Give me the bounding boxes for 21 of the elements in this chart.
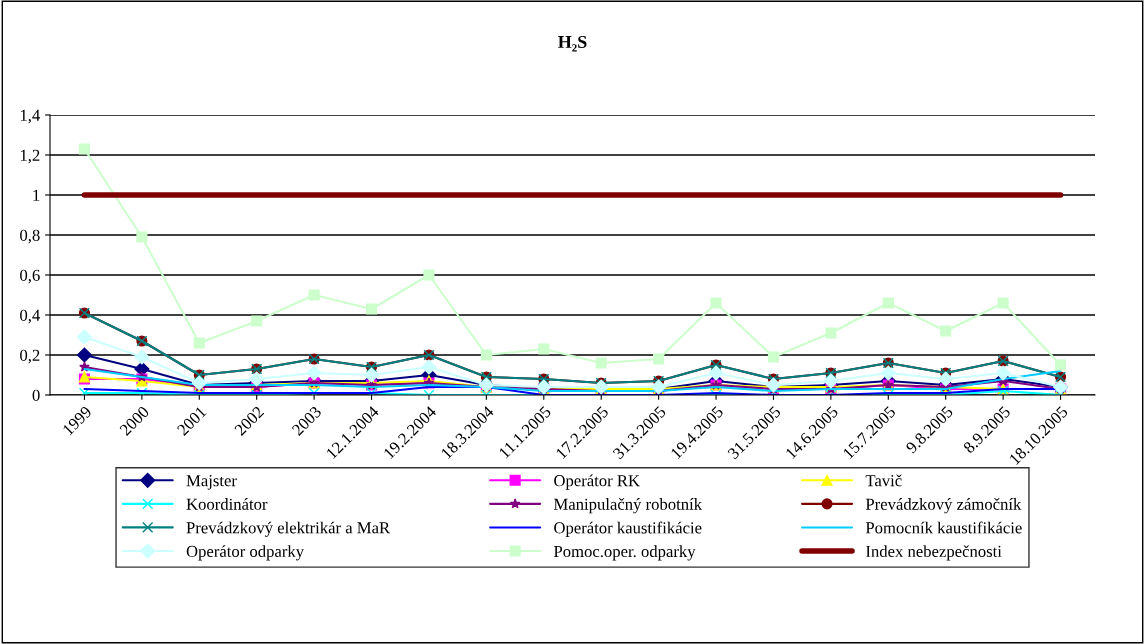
chart-title: H₂S: [558, 35, 587, 52]
legend-label: Operátor kaustifikácie: [554, 521, 702, 537]
legend-label: Majster: [186, 475, 237, 490]
legend-label: Pomocník kaustifikácie: [865, 521, 1022, 534]
legend-label: Prevádzkový zámočník: [865, 498, 1022, 514]
legend-label: Tavič: [865, 474, 902, 487]
y-tick-label: 1: [33, 189, 40, 201]
y-tick-label: 0,8: [20, 229, 40, 244]
legend-label: Manipulačný robotník: [553, 498, 703, 514]
legend-label: Pomoc.oper. odparky: [553, 545, 696, 561]
y-tick-label: 1,4: [20, 109, 41, 124]
legend-label: Prevádzkový elektrikár a MaR: [186, 521, 391, 537]
y-tick-label: 0: [32, 389, 40, 401]
legend-label: Operátor odparky: [186, 545, 304, 561]
y-tick-label: 0,2: [20, 349, 40, 364]
y-tick-label: 1,2: [20, 149, 40, 164]
legend-label: Koordinátor: [186, 498, 268, 510]
legend-label: Operátor RK: [554, 474, 640, 490]
y-tick-label: 0,6: [20, 269, 40, 284]
y-tick-label: 0,4: [20, 309, 41, 324]
legend-label: Index nebezpečnosti: [865, 545, 1002, 561]
